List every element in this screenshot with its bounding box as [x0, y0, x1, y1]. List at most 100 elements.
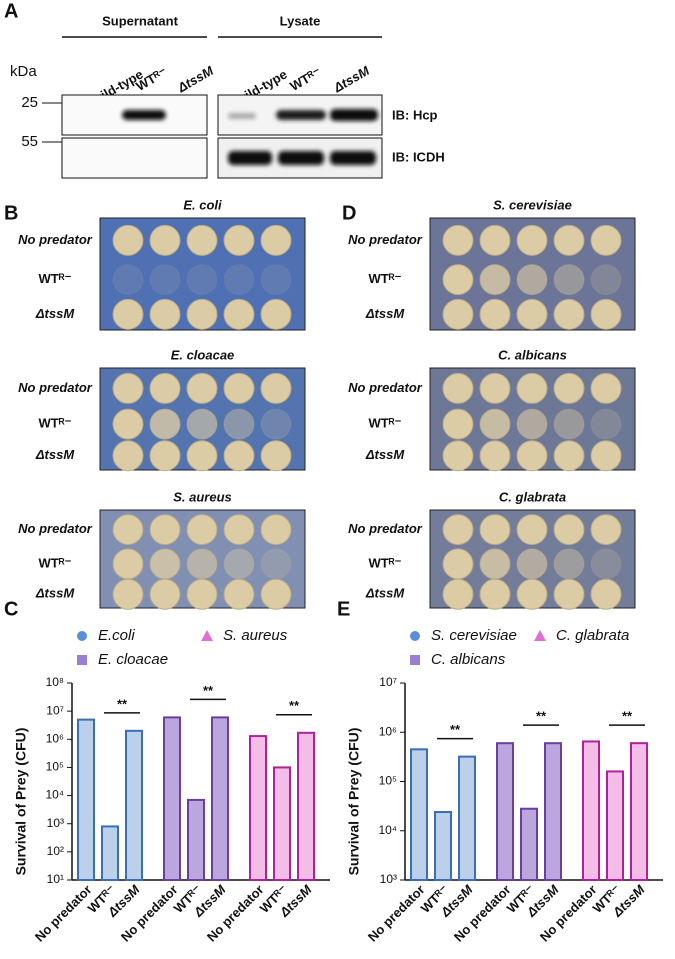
colony-spot: [112, 548, 144, 580]
colony-spot: [223, 514, 255, 546]
colony-spot: [186, 264, 218, 296]
colony-spot: [149, 224, 181, 256]
panel-letter: C: [4, 598, 18, 620]
band: [228, 113, 256, 119]
y-tick-label: 10⁶: [379, 724, 397, 738]
colony-spot: [479, 224, 511, 256]
significance-label: **: [622, 709, 633, 724]
colony-spot: [553, 264, 585, 296]
colony-spot: [223, 408, 255, 440]
band: [228, 151, 272, 165]
colony-spot: [260, 264, 292, 296]
band: [276, 110, 326, 120]
lane-label: WTᴿ⁻: [287, 64, 323, 94]
colony-spot: [260, 548, 292, 580]
bar: [458, 755, 476, 881]
colony-spot: [590, 408, 622, 440]
colony-spot: [442, 514, 474, 546]
plate-title: C. albicans: [498, 347, 567, 362]
y-tick-label: 10⁷: [46, 703, 64, 717]
colony-spot: [553, 372, 585, 404]
colony-spot: [479, 440, 511, 472]
blot: [61, 137, 208, 179]
unit-label: kDa: [10, 63, 37, 80]
row-label: ΔtssM: [35, 306, 76, 321]
row-label: WTᴿ⁻: [38, 271, 71, 286]
blot-label: IB: Hcp: [392, 107, 438, 122]
y-tick-label: 10³: [47, 816, 64, 830]
row-label: ΔtssM: [35, 447, 76, 462]
y-axis-title: Survival of Prey (CFU): [346, 728, 362, 876]
colony-spot: [553, 408, 585, 440]
significance-label: **: [450, 722, 461, 737]
row-label: ΔtssM: [365, 306, 406, 321]
significance-label: **: [536, 709, 547, 724]
colony-spot: [590, 578, 622, 610]
legend-marker: [410, 631, 420, 641]
colony-spot: [112, 578, 144, 610]
legend-label: E. cloacae: [98, 651, 168, 668]
bar: [297, 731, 315, 882]
bar: [101, 825, 119, 881]
plate-title: S. aureus: [173, 489, 232, 504]
colony-spot: [223, 440, 255, 472]
colony-spot: [112, 372, 144, 404]
colony-spot: [223, 298, 255, 330]
legend-label: E.coli: [98, 627, 135, 644]
lane-label: ΔtssM: [174, 62, 217, 95]
colony-spot: [186, 514, 218, 546]
legend-marker: [410, 655, 420, 665]
panel-letter: A: [4, 0, 18, 22]
colony-spot: [186, 298, 218, 330]
colony-spot: [516, 298, 548, 330]
plate-title: E. coli: [183, 197, 222, 212]
row-label: No predator: [18, 380, 93, 395]
colony-spot: [590, 298, 622, 330]
marker-label: 55: [21, 133, 38, 150]
colony-spot: [516, 548, 548, 580]
colony-spot: [260, 578, 292, 610]
colony-spot: [479, 408, 511, 440]
colony-spot: [149, 372, 181, 404]
colony-spot: [260, 224, 292, 256]
colony-spot: [553, 298, 585, 330]
significance-label: **: [289, 698, 300, 713]
colony-spot: [479, 514, 511, 546]
panel-letter: E: [337, 598, 350, 620]
colony-spot: [442, 298, 474, 330]
colony-spot: [442, 578, 474, 610]
colony-spot: [516, 264, 548, 296]
x-tick-label: No predator: [365, 882, 428, 945]
bar: [630, 742, 648, 881]
row-label: WTᴿ⁻: [368, 555, 401, 570]
legend-marker: [77, 655, 87, 665]
y-tick-label: 10⁷: [379, 675, 397, 689]
y-tick-label: 10⁴: [378, 823, 397, 837]
bar: [187, 798, 205, 881]
colony-spot: [223, 372, 255, 404]
bar: [125, 729, 143, 881]
colony-spot: [442, 372, 474, 404]
row-label: WTᴿ⁻: [368, 416, 401, 431]
plate-title: S. cerevisiae: [493, 197, 572, 212]
panel-letter: B: [4, 202, 18, 224]
colony-spot: [260, 514, 292, 546]
colony-spot: [479, 548, 511, 580]
panel-letter: D: [342, 202, 356, 224]
legend-label: C. albicans: [431, 651, 506, 668]
y-axis-title: Survival of Prey (CFU): [13, 728, 29, 876]
colony-spot: [590, 264, 622, 296]
band: [330, 109, 378, 121]
bar: [606, 770, 624, 881]
x-tick-label: No predator: [32, 882, 95, 945]
plate-title: C. glabrata: [499, 489, 566, 504]
colony-spot: [260, 298, 292, 330]
colony-spot: [590, 440, 622, 472]
bar: [77, 718, 95, 881]
colony-spot: [479, 264, 511, 296]
colony-spot: [442, 224, 474, 256]
colony-spot: [112, 440, 144, 472]
bar: [163, 716, 181, 881]
y-tick-label: 10⁶: [46, 731, 64, 745]
colony-spot: [112, 514, 144, 546]
